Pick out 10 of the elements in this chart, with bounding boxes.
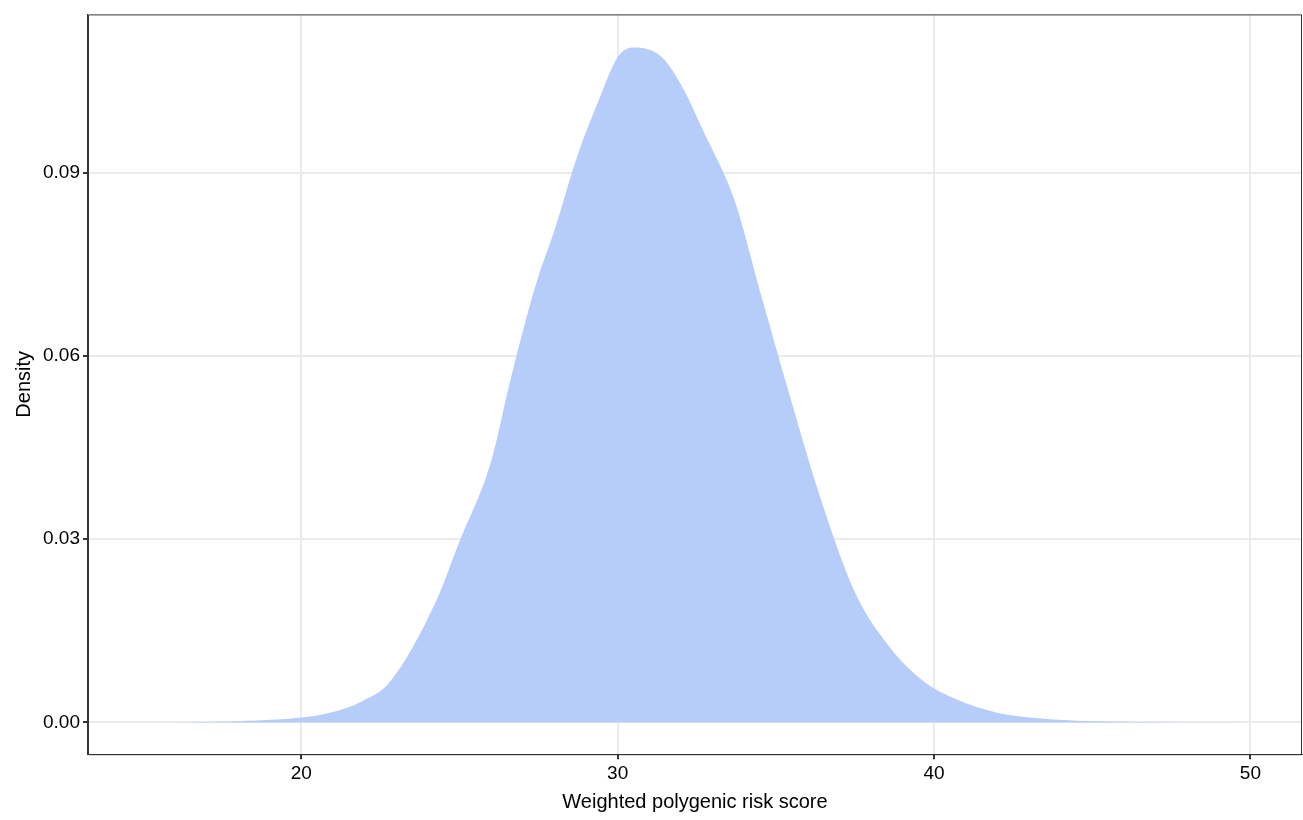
y-tick-label: 0.03 [43,527,80,549]
x-tick-label: 20 [290,761,312,783]
y-tick-label: 0.00 [43,710,80,732]
x-tick-label: 40 [923,761,945,783]
x-tick-label: 50 [1239,761,1261,783]
y-axis-title: Density [11,350,34,418]
x-tick-label: 30 [607,761,629,783]
x-axis-title: Weighted polygenic risk score [562,789,828,812]
y-tick-label: 0.06 [43,344,80,366]
y-tick-label: 0.09 [43,160,80,182]
